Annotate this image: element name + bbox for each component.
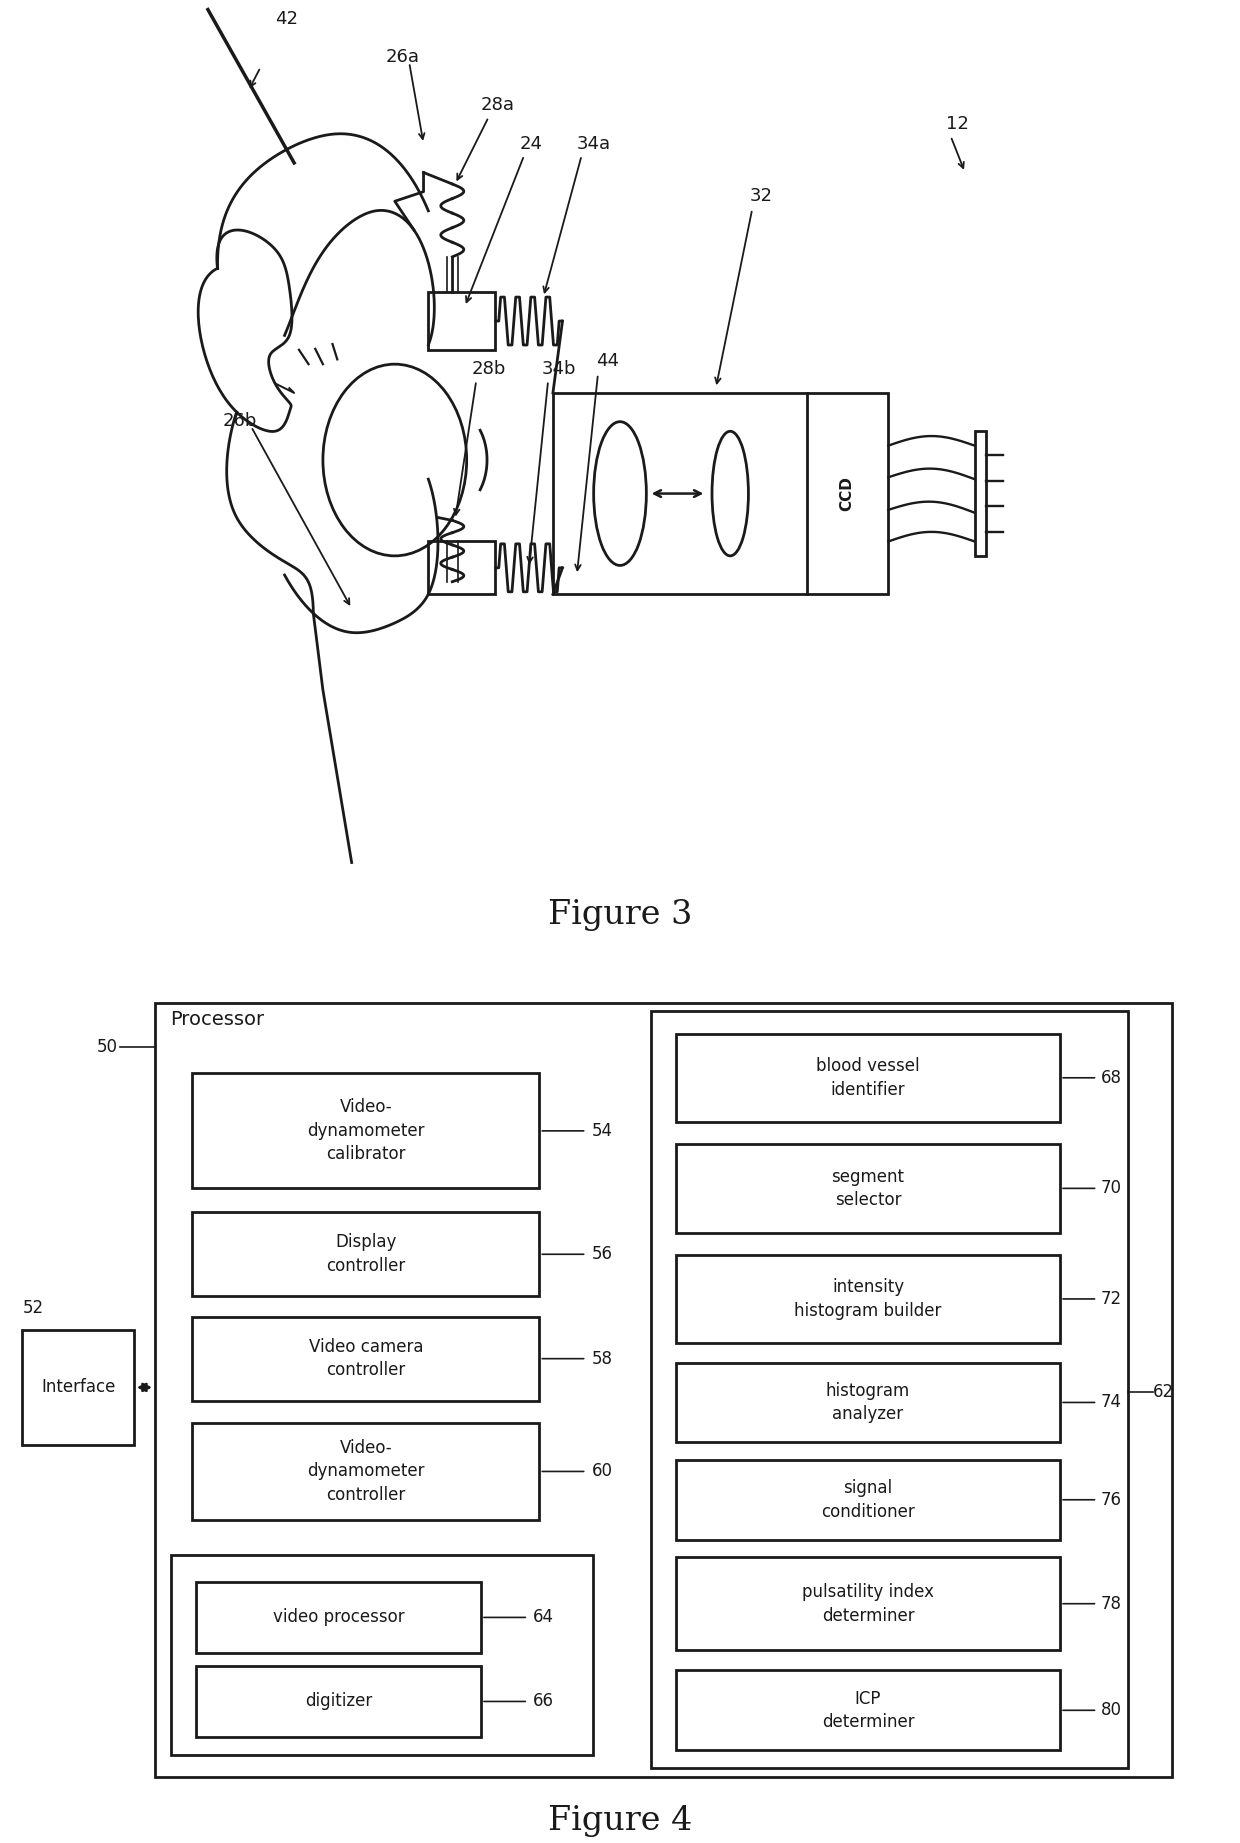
Text: intensity
histogram builder: intensity histogram builder bbox=[795, 1279, 941, 1320]
Bar bbox=[676, 1557, 1060, 1649]
Text: histogram
analyzer: histogram analyzer bbox=[826, 1382, 910, 1423]
Text: digitizer: digitizer bbox=[305, 1692, 372, 1710]
Text: ICP
determiner: ICP determiner bbox=[822, 1690, 914, 1731]
Text: video processor: video processor bbox=[273, 1609, 404, 1626]
Text: 26a: 26a bbox=[386, 48, 419, 66]
Text: 60: 60 bbox=[591, 1463, 613, 1480]
Text: Processor: Processor bbox=[170, 1010, 264, 1028]
Text: 28a: 28a bbox=[481, 96, 515, 114]
Bar bbox=[553, 393, 888, 593]
Bar bbox=[155, 1003, 1172, 1777]
Text: 34b: 34b bbox=[542, 359, 575, 378]
Bar bbox=[428, 293, 496, 350]
Text: 80: 80 bbox=[1101, 1701, 1122, 1720]
Text: 50: 50 bbox=[97, 1038, 118, 1056]
Text: 64: 64 bbox=[533, 1609, 554, 1626]
Bar bbox=[676, 1362, 1060, 1443]
Text: 70: 70 bbox=[1101, 1180, 1122, 1198]
Bar bbox=[676, 1145, 1060, 1233]
Bar bbox=[192, 1073, 539, 1189]
Bar bbox=[22, 1331, 134, 1445]
Text: Display
controller: Display controller bbox=[326, 1233, 405, 1275]
Bar bbox=[651, 1012, 1128, 1767]
Text: 76: 76 bbox=[1101, 1491, 1122, 1509]
Text: 66: 66 bbox=[533, 1692, 554, 1710]
Text: 58: 58 bbox=[591, 1349, 613, 1368]
Text: signal
conditioner: signal conditioner bbox=[821, 1478, 915, 1520]
Bar bbox=[196, 1581, 481, 1653]
Text: 12: 12 bbox=[946, 116, 968, 133]
Bar bbox=[676, 1670, 1060, 1751]
Text: Video-
dynamometer
calibrator: Video- dynamometer calibrator bbox=[308, 1098, 424, 1163]
Text: 68: 68 bbox=[1101, 1069, 1122, 1087]
Bar bbox=[192, 1213, 539, 1296]
Text: Video camera
controller: Video camera controller bbox=[309, 1338, 423, 1379]
Text: Figure 4: Figure 4 bbox=[548, 1804, 692, 1837]
Text: CCD: CCD bbox=[839, 475, 854, 511]
Text: 52: 52 bbox=[22, 1299, 43, 1316]
Text: 54: 54 bbox=[591, 1122, 613, 1139]
Text: Video-
dynamometer
controller: Video- dynamometer controller bbox=[308, 1439, 424, 1504]
Text: pulsatility index
determiner: pulsatility index determiner bbox=[802, 1583, 934, 1624]
Bar bbox=[192, 1423, 539, 1520]
Bar bbox=[428, 542, 496, 593]
Bar bbox=[676, 1034, 1060, 1122]
Text: blood vessel
identifier: blood vessel identifier bbox=[816, 1058, 920, 1098]
Text: 42: 42 bbox=[275, 9, 298, 28]
Bar bbox=[192, 1316, 539, 1401]
Text: 24: 24 bbox=[520, 135, 542, 153]
Text: 44: 44 bbox=[596, 352, 619, 370]
Text: 72: 72 bbox=[1101, 1290, 1122, 1309]
Text: 62: 62 bbox=[1153, 1382, 1174, 1401]
Text: segment
selector: segment selector bbox=[832, 1168, 904, 1209]
Text: Interface: Interface bbox=[41, 1379, 115, 1397]
Text: 26b: 26b bbox=[222, 413, 257, 431]
Text: 34a: 34a bbox=[577, 135, 611, 153]
Text: 56: 56 bbox=[591, 1246, 613, 1262]
Bar bbox=[676, 1460, 1060, 1539]
Bar bbox=[196, 1666, 481, 1736]
Text: Figure 3: Figure 3 bbox=[548, 899, 692, 931]
Bar bbox=[975, 431, 986, 557]
Bar bbox=[676, 1255, 1060, 1344]
Text: 28b: 28b bbox=[471, 359, 506, 378]
Bar bbox=[171, 1555, 593, 1755]
Text: 74: 74 bbox=[1101, 1393, 1122, 1412]
Text: 78: 78 bbox=[1101, 1594, 1122, 1613]
Text: 32: 32 bbox=[749, 188, 773, 205]
